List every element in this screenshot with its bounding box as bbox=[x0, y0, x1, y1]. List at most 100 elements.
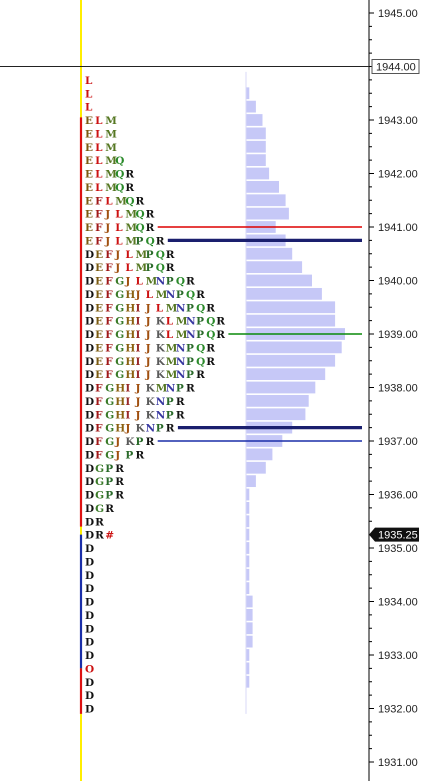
tpo-letter: M bbox=[176, 329, 188, 341]
tpo-letter: N bbox=[176, 342, 186, 354]
tpo-letter: K bbox=[146, 396, 156, 408]
price-tick-label: 1941.00 bbox=[378, 222, 418, 234]
tpo-letter: G bbox=[105, 396, 114, 408]
tpo-row: DF GHI J KNP R bbox=[85, 409, 185, 421]
tpo-letter: Q bbox=[196, 356, 205, 368]
tpo-letter: D bbox=[85, 637, 94, 649]
tpo-letter: R bbox=[95, 530, 104, 542]
tpo-letter: R bbox=[176, 396, 185, 408]
tpo-letter: R bbox=[216, 316, 225, 328]
tpo-letter: E bbox=[95, 369, 103, 381]
tpo-letter: P bbox=[136, 436, 144, 448]
tpo-letter: Q bbox=[156, 262, 165, 274]
volume-bar bbox=[246, 515, 250, 528]
tpo-letter: Q bbox=[176, 276, 185, 288]
tpo-letter: G bbox=[95, 503, 104, 515]
tpo-row: D bbox=[85, 637, 94, 649]
tpo-letter: G bbox=[115, 356, 124, 368]
tpo-letter: F bbox=[95, 235, 103, 247]
tpo-letter: P bbox=[166, 276, 174, 288]
tpo-letter: Q bbox=[156, 249, 165, 261]
tpo-letter: D bbox=[85, 516, 94, 528]
price-tick-label: 1934.00 bbox=[378, 597, 418, 609]
tpo-letter: G bbox=[115, 276, 124, 288]
tpo-letter: R bbox=[105, 503, 114, 515]
tpo-letter: D bbox=[85, 690, 94, 702]
tpo-letter: L bbox=[125, 249, 133, 261]
tpo-row: E F J L MQR bbox=[85, 222, 155, 234]
tpo-letter: R bbox=[125, 169, 134, 181]
price-axis[interactable]: 1945.00 1944.00 1943.00 1942.00 1941.00 1940.… bbox=[368, 0, 418, 781]
tpo-letter: R bbox=[146, 436, 155, 448]
volume-bar bbox=[246, 207, 289, 220]
tpo-letter: G bbox=[115, 329, 124, 341]
volume-bar bbox=[246, 314, 336, 327]
volume-bar bbox=[246, 100, 256, 113]
tpo-letter: R bbox=[186, 383, 195, 395]
tpo-letter: N bbox=[156, 409, 166, 421]
tpo-letter: L bbox=[115, 209, 123, 221]
tpo-letter: N bbox=[146, 423, 156, 435]
volume-bar bbox=[246, 167, 270, 180]
tpo-letter: L bbox=[166, 316, 174, 328]
tpo-letter: M bbox=[105, 128, 117, 140]
tpo-row: DE F GHI J KL MNP QR bbox=[85, 316, 225, 328]
tpo-letter: J bbox=[114, 262, 120, 274]
volume-bar bbox=[246, 274, 312, 287]
tpo-letter: D bbox=[85, 436, 94, 448]
tpo-letter: L bbox=[85, 88, 93, 100]
tpo-letter: E bbox=[95, 249, 103, 261]
tpo-letter: M bbox=[146, 276, 158, 288]
tpo-letter: D bbox=[85, 704, 94, 716]
tpo-letter: P bbox=[156, 423, 164, 435]
tpo-row: O bbox=[85, 663, 94, 675]
volume-profile bbox=[245, 71, 345, 714]
tpo-letter: D bbox=[85, 369, 94, 381]
tpo-letter: E bbox=[85, 182, 93, 194]
tpo-letter: R bbox=[146, 222, 155, 234]
tpo-letter: R bbox=[166, 262, 175, 274]
tpo-row: DE F J L MP QR bbox=[85, 262, 175, 274]
tpo-letter: N bbox=[186, 329, 196, 341]
tpo-letter: N bbox=[156, 276, 166, 288]
tpo-letter: I bbox=[136, 316, 141, 328]
tpo-letter: G bbox=[115, 316, 124, 328]
tpo-row: D bbox=[85, 690, 94, 702]
tpo-letter: G bbox=[105, 423, 114, 435]
volume-bar bbox=[246, 488, 250, 501]
tpo-letter: D bbox=[85, 583, 94, 595]
tpo-letter: D bbox=[85, 463, 94, 475]
tpo-letter: R bbox=[136, 449, 145, 461]
tpo-row: L bbox=[85, 102, 93, 114]
tpo-letter: K bbox=[125, 436, 135, 448]
reference-lines bbox=[157, 226, 362, 442]
tpo-row: E F J L MP QR bbox=[85, 235, 165, 247]
tpo-letter: Q bbox=[206, 329, 215, 341]
tpo-row: D bbox=[85, 543, 94, 555]
tpo-row: D bbox=[85, 650, 94, 662]
tpo-letter: I bbox=[136, 342, 141, 354]
tpo-letter: E bbox=[85, 128, 93, 140]
tpo-letter: J bbox=[124, 423, 130, 435]
volume-bar bbox=[246, 501, 250, 514]
volume-bar bbox=[246, 608, 253, 621]
tpo-letter: P bbox=[146, 262, 154, 274]
tpo-letter: H bbox=[125, 356, 135, 368]
tpo-letter: G bbox=[105, 409, 114, 421]
volume-bar bbox=[246, 368, 326, 381]
tpo-row: DF GHI J KMNP R bbox=[85, 383, 195, 395]
tpo-letter: P bbox=[146, 249, 154, 261]
tpo-letter: F bbox=[95, 396, 103, 408]
tpo-letter: M bbox=[136, 262, 148, 274]
tpo-letter: G bbox=[115, 369, 124, 381]
tpo-letter: H bbox=[115, 396, 125, 408]
tpo-letter: G bbox=[95, 476, 104, 488]
tpo-letter: P bbox=[166, 396, 174, 408]
tpo-letter: E bbox=[95, 302, 103, 314]
tpo-row: D bbox=[85, 610, 94, 622]
tpo-letter: J bbox=[135, 383, 141, 395]
tpo-letter: E bbox=[95, 289, 103, 301]
volume-bar bbox=[246, 542, 250, 554]
